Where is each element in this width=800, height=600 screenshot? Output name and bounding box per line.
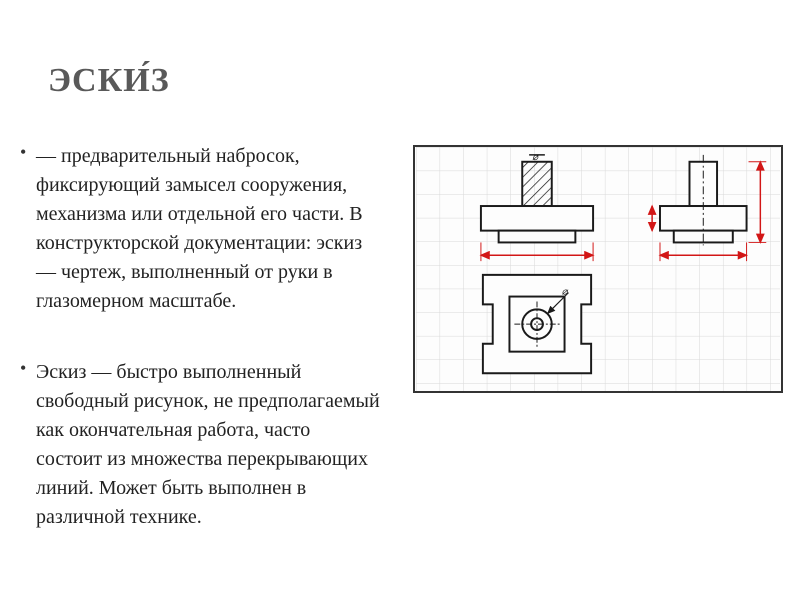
bullet-marker: • [20, 358, 36, 532]
list-item: • Эскиз — быстро выполненный свободный р… [20, 358, 380, 532]
list-item: • — предварительный набросок, фиксирующи… [20, 142, 380, 316]
paragraph: — предварительный набросок, фиксирующий … [36, 142, 380, 316]
bullet-marker: • [20, 142, 36, 316]
sketch-diagram: ⌀ ⌀ [413, 145, 783, 393]
page-title: ЭСКИ́З [48, 62, 170, 100]
sketch-svg: ⌀ ⌀ [415, 147, 781, 391]
text-content: • — предварительный набросок, фиксирующи… [20, 142, 380, 574]
paragraph: Эскиз — быстро выполненный свободный рис… [36, 358, 380, 532]
